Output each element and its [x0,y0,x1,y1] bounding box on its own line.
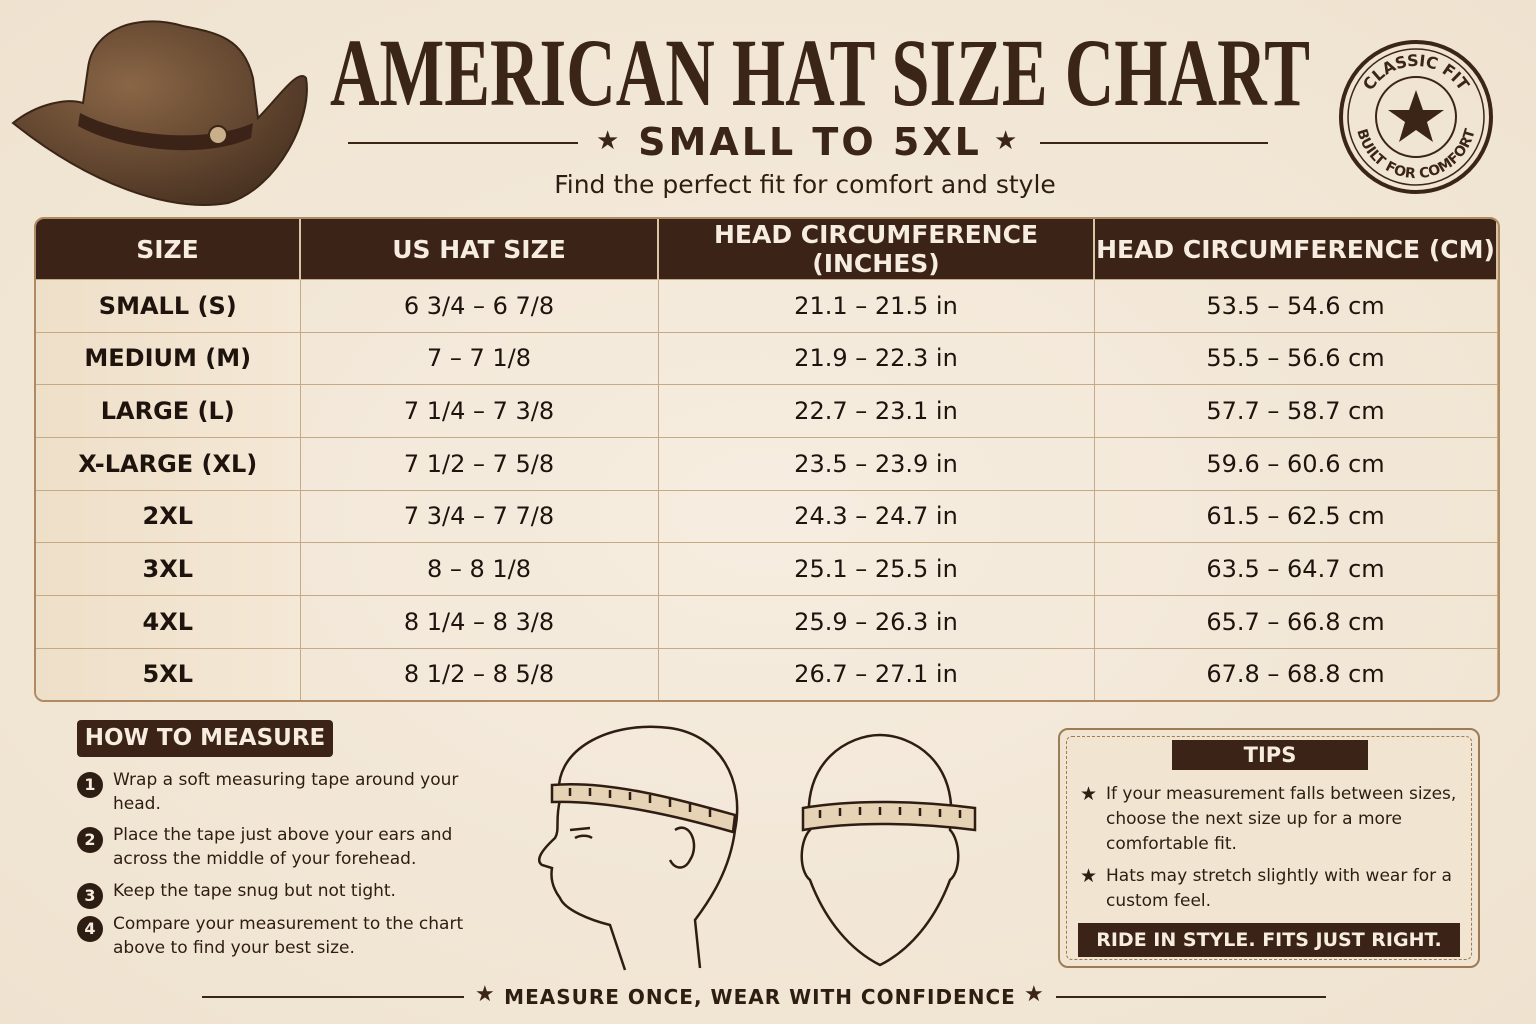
step-number: 4 [77,916,103,942]
table-cell: 63.5 – 64.7 cm [1094,542,1498,596]
table-row: 5XL 8 1/2 – 8 5/8 26.7 – 27.1 in 67.8 – 68.… [36,647,1498,700]
table-cell: 7 1/4 – 7 3/8 [300,384,659,438]
badge-top: CLASSIC FIT [1359,51,1473,94]
hat-illustration [11,20,308,206]
size-cell: MEDIUM (M) [36,331,301,385]
table-row: 4XL 8 1/4 – 8 3/8 25.9 – 26.3 in 65.7 – 66.… [36,594,1498,649]
table-cell: 55.5 – 56.6 cm [1094,331,1498,385]
table-cell: 7 1/2 – 7 5/8 [300,436,659,491]
table-row: MEDIUM (M) 7 – 7 1/8 21.9 – 22.3 in 55.5 – … [36,331,1498,385]
tip-text: Hats may stretch slightly with wear for … [1106,866,1452,911]
table-cell: 65.7 – 66.8 cm [1094,594,1498,649]
table-cell: 6 3/4 – 6 7/8 [300,279,659,333]
tips-border [1066,736,1472,960]
table-row: X-LARGE (XL) 7 1/2 – 7 5/8 23.5 – 23.9 in 5… [36,436,1498,491]
badge-text: BUILT FOR COMFORT [1353,127,1479,182]
table-cell: 53.5 – 54.6 cm [1094,279,1498,333]
table-row: SMALL (S) 6 3/4 – 6 7/8 21.1 – 21.5 in 53.5… [36,279,1498,333]
table-cell: 22.7 – 23.1 in [658,384,1095,438]
page-title: AMERICAN HAT SIZE CHART [330,20,1310,120]
table-cell: 21.1 – 21.5 in [658,279,1095,333]
badge-bottom: BUILT FOR COMFORT [1353,127,1479,182]
step-text: Wrap a soft measuring tape around your h… [113,770,459,814]
size-table: SIZE US HAT SIZE HEAD CIRCUMFERENCE (INCHE… [34,217,1500,702]
step: 1 Wrap a soft measuring tape around your … [77,768,497,816]
head-illustrations [538,725,977,971]
size-cell: LARGE (L) [36,384,301,438]
tip-text: If your measurement falls between sizes,… [1106,784,1457,854]
size-cell: 5XL [36,647,301,700]
header-row: SIZE US HAT SIZE HEAD CIRCUMFERENCE (INCHE… [36,219,1498,280]
step: 4 Compare your measurement to the chart a… [77,912,497,960]
step-number: 2 [77,827,103,853]
table-cell: 61.5 – 62.5 cm [1094,489,1498,543]
step-number: 3 [77,883,103,909]
badge-text: CLASSIC FIT [1359,51,1473,94]
table-cell: 57.7 – 58.7 cm [1094,384,1498,438]
table-row: 2XL 7 3/4 – 7 7/8 24.3 – 24.7 in 61.5 – 62.… [36,489,1498,543]
step-text: Compare your measurement to the chart ab… [113,914,464,958]
size-cell: X-LARGE (XL) [36,436,301,491]
badge: CLASSIC FIT BUILT FOR COMFORT [1339,40,1493,194]
table-cell: 67.8 – 68.8 cm [1094,647,1498,700]
star-icon: ★ [1024,982,1044,1007]
star-icon: ★ [1080,783,1098,805]
divider [1056,996,1326,998]
step-text: Keep the tape snug but not tight. [113,881,396,901]
table-cell: 25.9 – 26.3 in [658,594,1095,649]
divider [348,142,578,144]
table-row: 3XL 8 – 8 1/8 25.1 – 25.5 in 63.5 – 64.7 cm [36,542,1498,596]
star-icon: ★ [1080,865,1098,887]
step: 3 Keep the tape snug but not tight. [77,879,497,909]
table-cell: 8 – 8 1/8 [300,542,659,596]
step-text: Place the tape just above your ears and … [113,825,453,869]
divider [1040,142,1268,144]
column-header: SIZE [36,219,301,280]
table-cell: 8 1/4 – 8 3/8 [300,594,659,649]
table-cell: 8 1/2 – 8 5/8 [300,647,659,700]
size-cell: 2XL [36,489,301,543]
table-cell: 59.6 – 60.6 cm [1094,436,1498,491]
table-row: LARGE (L) 7 1/4 – 7 3/8 22.7 – 23.1 in 57.7… [36,384,1498,438]
tip: ★ If your measurement falls between sizes… [1080,782,1460,857]
footer: MEASURE ONCE, WEAR WITH CONFIDENCE [504,985,1016,1009]
size-cell: 4XL [36,594,301,649]
table-cell: 21.9 – 22.3 in [658,331,1095,385]
column-header: HEAD CIRCUMFERENCE (INCHES) [658,219,1095,280]
column-header: US HAT SIZE [300,219,659,280]
size-cell: 3XL [36,542,301,596]
subtitle: SMALL TO 5XL [638,120,982,164]
star-icon: ★ [994,126,1018,156]
table-cell: 7 – 7 1/8 [300,331,659,385]
step: 2 Place the tape just above your ears and… [77,823,497,871]
star-icon: ★ [475,982,495,1007]
tips-title: TIPS [1172,740,1368,770]
tagline: Find the perfect fit for comfort and sty… [554,170,1056,199]
star-icon: ★ [596,126,620,156]
table-cell: 24.3 – 24.7 in [658,489,1095,543]
table-body: SMALL (S) 6 3/4 – 6 7/8 21.1 – 21.5 in 53.5… [36,279,1498,700]
column-header: HEAD CIRCUMFERENCE (CM) [1094,219,1498,280]
table-cell: 7 3/4 – 7 7/8 [300,489,659,543]
divider [202,996,464,998]
step-number: 1 [77,772,103,798]
size-cell: SMALL (S) [36,279,301,333]
title-area: AMERICAN HAT SIZE CHART [330,20,1310,120]
table: SIZE US HAT SIZE HEAD CIRCUMFERENCE (INCHE… [36,219,1498,700]
tips-banner: RIDE IN STYLE. FITS JUST RIGHT. [1078,923,1460,957]
table-cell: 25.1 – 25.5 in [658,542,1095,596]
table-cell: 23.5 – 23.9 in [658,436,1095,491]
table-cell: 26.7 – 27.1 in [658,647,1095,700]
tip: ★ Hats may stretch slightly with wear for… [1080,864,1460,914]
section-title: HOW TO MEASURE [77,720,333,757]
